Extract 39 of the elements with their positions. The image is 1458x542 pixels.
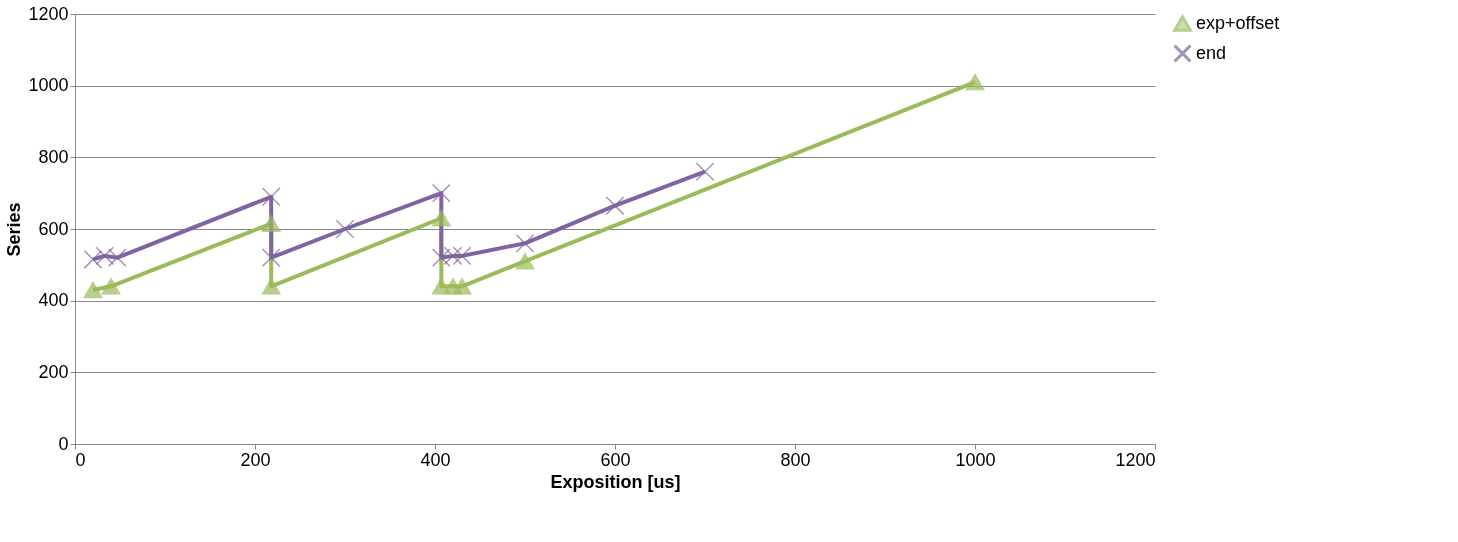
point — [83, 281, 103, 299]
point — [261, 215, 281, 232]
point — [605, 196, 625, 216]
point — [452, 246, 472, 266]
point — [335, 219, 355, 239]
y-tick-label: 1200 — [28, 3, 69, 24]
y-tick-label: 600 — [38, 218, 69, 239]
point — [261, 278, 281, 295]
y-tick-label: 800 — [38, 146, 69, 167]
legend-label: exp+offset — [1196, 12, 1280, 33]
x-tick-label: 0 — [75, 449, 86, 470]
x-tick-label: 600 — [600, 449, 631, 470]
point — [965, 73, 985, 91]
point — [101, 278, 121, 295]
x-axis-title: Exposition [us] — [550, 471, 681, 492]
point — [261, 248, 281, 268]
x-tick-label: 400 — [420, 449, 451, 470]
point — [515, 233, 535, 253]
point — [83, 250, 103, 269]
x-tick-label: 800 — [780, 449, 811, 470]
y-tick-label: 400 — [38, 290, 69, 311]
x-tick-label: 200 — [240, 449, 271, 470]
point — [261, 187, 281, 207]
point — [431, 210, 451, 227]
legend-label: end — [1196, 42, 1227, 63]
y-tick-label: 200 — [38, 361, 69, 382]
point — [695, 162, 715, 182]
y-tick-label: 1000 — [28, 75, 69, 96]
y-axis-title: Series — [4, 202, 25, 257]
point — [452, 278, 472, 295]
point — [431, 183, 451, 203]
y-tick-label: 0 — [58, 433, 69, 454]
point — [95, 246, 115, 266]
x-tick-label: 1200 — [1115, 449, 1156, 470]
point — [443, 246, 463, 266]
point — [107, 248, 127, 268]
point — [431, 248, 451, 268]
x-tick-label: 1000 — [955, 449, 996, 470]
point — [515, 253, 535, 270]
